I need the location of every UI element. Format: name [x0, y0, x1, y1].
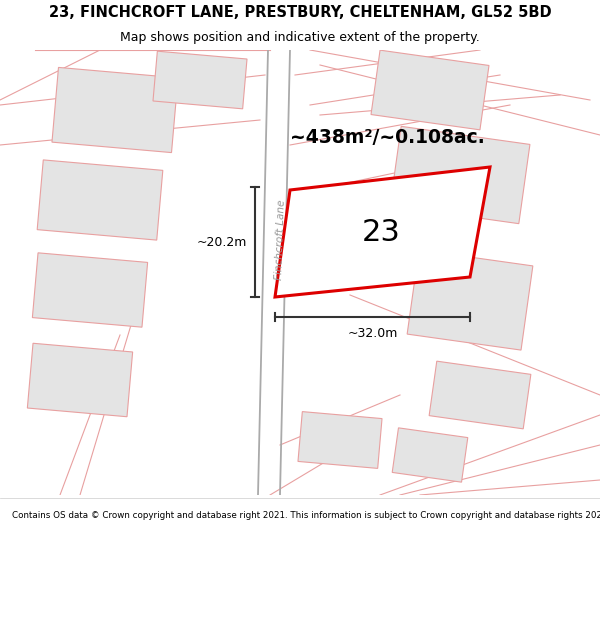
Polygon shape [28, 343, 133, 417]
Polygon shape [32, 253, 148, 327]
Text: Contains OS data © Crown copyright and database right 2021. This information is : Contains OS data © Crown copyright and d… [12, 511, 600, 519]
Polygon shape [390, 126, 530, 224]
Polygon shape [153, 51, 247, 109]
Polygon shape [37, 160, 163, 240]
Polygon shape [429, 361, 531, 429]
Polygon shape [371, 50, 489, 130]
Text: ~438m²/~0.108ac.: ~438m²/~0.108ac. [290, 128, 485, 147]
Text: Map shows position and indicative extent of the property.: Map shows position and indicative extent… [120, 31, 480, 44]
Text: Finchcroft Lane: Finchcroft Lane [274, 199, 287, 281]
Text: 23, FINCHCROFT LANE, PRESTBURY, CHELTENHAM, GL52 5BD: 23, FINCHCROFT LANE, PRESTBURY, CHELTENH… [49, 5, 551, 20]
Polygon shape [392, 428, 468, 482]
Text: ~32.0m: ~32.0m [347, 327, 398, 340]
Text: ~20.2m: ~20.2m [197, 236, 247, 249]
Text: 23: 23 [362, 218, 401, 248]
Polygon shape [275, 167, 490, 297]
Polygon shape [407, 250, 533, 350]
Polygon shape [298, 412, 382, 468]
Polygon shape [52, 68, 178, 152]
